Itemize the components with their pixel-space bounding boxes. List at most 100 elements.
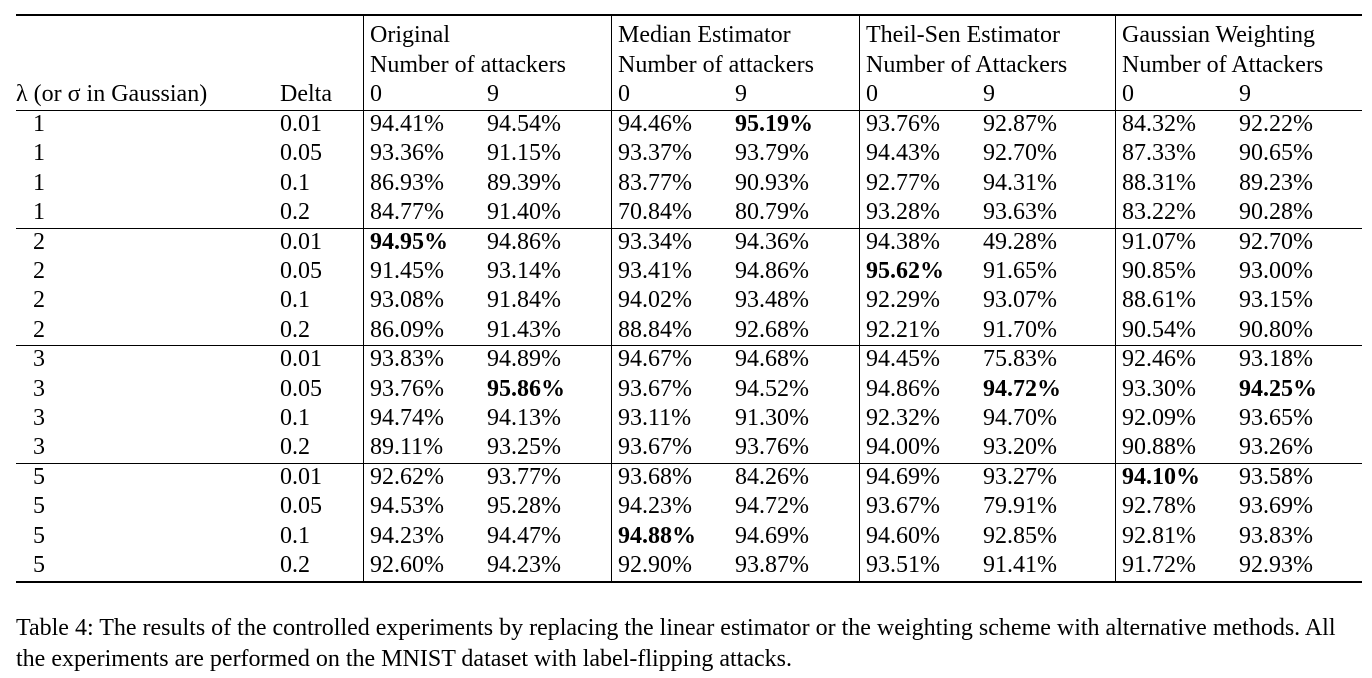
table-cell: 93.76% (735, 434, 809, 461)
table-cell: 94.36% (735, 228, 809, 255)
table-cell: 93.67% (618, 375, 692, 402)
table-cell: 94.69% (866, 463, 940, 490)
table-cell: 93.63% (983, 199, 1057, 226)
table-cell: 84.77% (370, 199, 444, 226)
table-cell: 93.48% (735, 287, 809, 314)
table-cell: 94.74% (370, 405, 444, 431)
table-cell: 95.28% (487, 493, 561, 520)
group-header: Gaussian Weighting (1122, 22, 1315, 48)
table-cell: 94.00% (866, 434, 940, 461)
table-cell: 94.60% (866, 522, 940, 549)
top-rule (16, 14, 1362, 16)
row-lambda: 2 (33, 316, 45, 343)
table-cell: 94.23% (487, 552, 561, 578)
row-delta: 0.2 (280, 552, 310, 578)
row-lambda: 5 (33, 522, 45, 549)
table-cell: 94.68% (735, 346, 809, 373)
table-cell: 93.79% (735, 140, 809, 167)
row-delta: 0.05 (280, 140, 322, 167)
table-cell: 93.87% (735, 552, 809, 578)
table-cell: 93.41% (618, 258, 692, 284)
row-delta: 0.2 (280, 199, 310, 226)
attackers-9-header: 9 (1239, 81, 1251, 107)
table-cell: 93.76% (866, 111, 940, 137)
table-cell: 94.52% (735, 375, 809, 402)
table-cell: 92.68% (735, 316, 809, 343)
column-divider-4 (1115, 16, 1116, 581)
table-cell: 93.30% (1122, 375, 1196, 402)
row-delta: 0.2 (280, 316, 310, 343)
table-cell: 90.85% (1122, 258, 1196, 284)
table-cell: 93.00% (1239, 258, 1313, 284)
table-cell: 91.45% (370, 258, 444, 284)
table-cell: 92.46% (1122, 346, 1196, 373)
attackers-0-header: 0 (618, 81, 630, 107)
table-cell: 94.54% (487, 111, 561, 137)
table-caption: Table 4: The results of the controlled e… (16, 615, 1336, 672)
table-cell: 92.70% (983, 140, 1057, 167)
table-cell: 49.28% (983, 228, 1057, 255)
table-cell: 80.79% (735, 199, 809, 226)
table-cell: 95.62% (866, 258, 944, 284)
subheader-number-of-attackers: Number of Attackers (1122, 52, 1324, 78)
table-cell: 93.28% (866, 199, 940, 226)
row-lambda: 2 (33, 228, 45, 255)
table-cell: 93.11% (618, 405, 692, 431)
table-cell: 92.09% (1122, 405, 1196, 431)
table-cell: 95.19% (735, 111, 813, 137)
table-cell: 88.61% (1122, 287, 1196, 314)
group-rule-3 (16, 463, 1362, 464)
table-cell: 92.29% (866, 287, 940, 314)
row-lambda: 3 (33, 434, 45, 461)
attackers-9-header: 9 (487, 81, 499, 107)
table-cell: 93.76% (370, 375, 444, 402)
attackers-9-header: 9 (983, 81, 995, 107)
row-delta: 0.2 (280, 434, 310, 461)
group-header: Theil-Sen Estimator (866, 22, 1060, 48)
table-cell: 90.54% (1122, 316, 1196, 343)
table-cell: 93.51% (866, 552, 940, 578)
table-cell: 92.78% (1122, 493, 1196, 520)
column-divider-3 (859, 16, 860, 581)
table-cell: 93.77% (487, 463, 561, 490)
row-lambda: 2 (33, 258, 45, 284)
table-cell: 94.45% (866, 346, 940, 373)
table-cell: 88.84% (618, 316, 692, 343)
table-cell: 93.14% (487, 258, 561, 284)
table-cell: 94.72% (983, 375, 1061, 402)
table-cell: 91.70% (983, 316, 1057, 343)
lambda-header: λ (or σ in Gaussian) (16, 81, 208, 107)
table-cell: 94.86% (487, 228, 561, 255)
row-delta: 0.1 (280, 169, 310, 196)
row-lambda: 5 (33, 463, 45, 490)
row-lambda: 3 (33, 346, 45, 373)
table-cell: 94.23% (370, 522, 444, 549)
table-cell: 95.86% (487, 375, 565, 402)
table-cell: 94.31% (983, 169, 1057, 196)
table-cell: 93.27% (983, 463, 1057, 490)
group-header: Original (370, 22, 450, 48)
table-cell: 92.32% (866, 405, 940, 431)
table-cell: 94.47% (487, 522, 561, 549)
table-cell: 94.46% (618, 111, 692, 137)
table-cell: 93.15% (1239, 287, 1313, 314)
row-lambda: 3 (33, 405, 45, 431)
attackers-0-header: 0 (866, 81, 878, 107)
table-cell: 92.87% (983, 111, 1057, 137)
table-cell: 94.41% (370, 111, 444, 137)
table-cell: 91.43% (487, 316, 561, 343)
table-cell: 91.40% (487, 199, 561, 226)
table-cell: 91.84% (487, 287, 561, 314)
table-cell: 93.08% (370, 287, 444, 314)
table-cell: 92.90% (618, 552, 692, 578)
column-divider-2 (611, 16, 612, 581)
table-cell: 94.67% (618, 346, 692, 373)
bottom-rule (16, 581, 1362, 583)
table-cell: 94.89% (487, 346, 561, 373)
row-lambda: 1 (33, 199, 45, 226)
table-cell: 92.62% (370, 463, 444, 490)
attackers-0-header: 0 (370, 81, 382, 107)
table-cell: 93.20% (983, 434, 1057, 461)
header-rule (16, 110, 1362, 111)
table-cell: 92.81% (1122, 522, 1196, 549)
